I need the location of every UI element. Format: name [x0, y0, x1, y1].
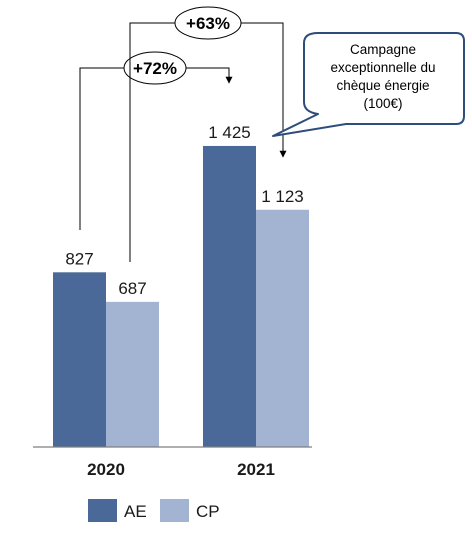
callout-bubble	[272, 32, 465, 137]
callout-line-1: Campagne	[350, 42, 416, 57]
growth-bubble-cp	[174, 6, 242, 40]
legend-swatch-ae	[88, 499, 117, 522]
callout-line-3: chèque énergie	[336, 78, 429, 93]
legend-label-ae: AE	[124, 502, 147, 521]
callout-line-2: exceptionnelle du	[330, 60, 435, 75]
data-label-ae-2020: 827	[65, 249, 93, 268]
bars-group	[53, 145, 309, 447]
growth-bubble-ae	[123, 51, 187, 85]
legend: AE CP	[88, 499, 220, 522]
growth-label-ae: +72%	[133, 59, 177, 78]
data-label-ae-2021: 1 425	[208, 123, 251, 142]
legend-swatch-cp	[160, 499, 189, 522]
bar-cp-2021	[256, 209, 309, 447]
x-tick-label-2020: 2020	[87, 460, 125, 479]
bar-cp-2020	[106, 301, 159, 447]
bar-ae-2020	[53, 272, 106, 447]
bar-ae-2021	[203, 145, 256, 447]
legend-label-cp: CP	[196, 502, 220, 521]
data-label-cp-2021: 1 123	[261, 187, 304, 206]
x-tick-label-2021: 2021	[237, 460, 275, 479]
data-label-cp-2020: 687	[118, 279, 146, 298]
callout: Campagne exceptionnelle du chèque énergi…	[272, 32, 465, 137]
growth-label-cp: +63%	[186, 14, 230, 33]
callout-line-4: (100€)	[363, 96, 402, 111]
